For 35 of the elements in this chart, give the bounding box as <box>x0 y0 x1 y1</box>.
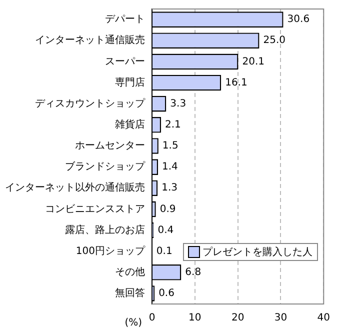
x-tick-label: 40 <box>317 312 330 324</box>
text: 0.4 <box>158 224 174 236</box>
y-tick-label: 露店、路上のお店 <box>65 224 145 236</box>
text: 6.8 <box>185 266 202 278</box>
text: 1.5 <box>162 140 178 152</box>
text: 1.4 <box>162 162 178 173</box>
y-tick-label: ブランドショップ <box>65 160 146 173</box>
x-tick-label: 30 <box>274 312 288 324</box>
text: 1.3 <box>162 182 178 194</box>
text: 0.6 <box>158 288 174 300</box>
y-tick-label: 雑貨店 <box>115 118 145 130</box>
y-tick-label: デパート <box>105 14 145 26</box>
text: 25.0 <box>263 35 286 46</box>
text: 0.9 <box>160 204 176 215</box>
y-tick-label: コンビニエンスストア <box>45 204 145 215</box>
y-tick-label: ホームセンター <box>75 140 145 152</box>
x-axis-title: (%) <box>124 318 142 329</box>
y-tick-label: 無回答 <box>115 287 145 300</box>
y-tick-label: 100円ショップ <box>76 244 146 257</box>
text: 3.3 <box>170 98 186 110</box>
text: 30.6 <box>287 14 310 26</box>
y-tick-label: その他 <box>115 266 145 278</box>
x-tick-label: 10 <box>188 312 202 324</box>
legend-label: プレゼントを購入した人 <box>202 246 313 259</box>
text: 16.1 <box>225 77 248 88</box>
y-tick-label: ディスカウントショップ <box>35 97 146 110</box>
y-tick-label: 専門店 <box>115 76 145 88</box>
y-tick-label: インターネット通信販売 <box>35 34 145 46</box>
text: 20.1 <box>242 56 265 68</box>
x-tick-label: 0 <box>148 312 156 324</box>
y-tick-label: インターネット以外の通信販売 <box>5 182 145 194</box>
y-tick-label: スーパー <box>105 56 145 68</box>
text: 0.1 <box>156 246 172 257</box>
x-tick-label: 20 <box>231 312 244 324</box>
text: 2.1 <box>165 119 181 130</box>
